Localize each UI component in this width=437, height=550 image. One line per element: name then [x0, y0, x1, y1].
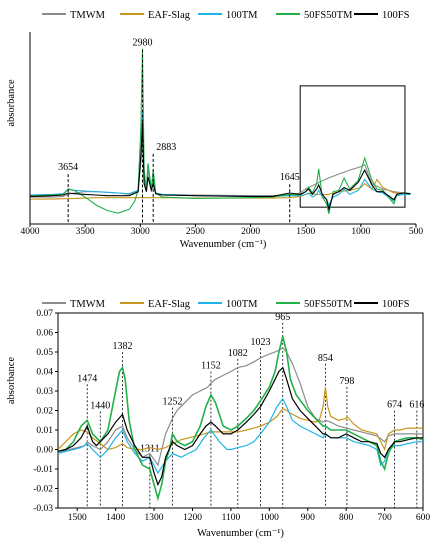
y-tick-label-0-00: 0.00: [36, 446, 53, 456]
legend-label-50fs50tm: 50FS50TM: [304, 10, 353, 21]
x-tick-label-1200: 1200: [183, 513, 202, 523]
peak-label-674: 674: [387, 400, 402, 411]
x-tick-label-1300: 1300: [145, 513, 164, 523]
x-tick-label-4000: 4000: [21, 227, 40, 237]
x-tick-label-700: 700: [377, 513, 392, 523]
x-axis-title: Wavenumber (cm⁻¹): [180, 239, 267, 250]
peak-label-1082: 1082: [228, 348, 248, 359]
x-tick-label-1100: 1100: [222, 513, 241, 523]
x-tick-label-500: 500: [409, 227, 424, 237]
y-tick-label-0-01: -0.01: [33, 465, 53, 475]
peak-label-965: 965: [275, 312, 290, 323]
peak-label-2980: 2980: [132, 37, 152, 48]
legend-label-eaf-slag: EAF-Slag: [148, 299, 191, 310]
y-tick-label-0-02: 0.02: [36, 407, 53, 417]
legend-label-100tm: 100TM: [226, 10, 258, 21]
legend-entry-eaf-slag: EAF-Slag: [120, 10, 191, 21]
series-line-eaf-slag: [58, 387, 423, 452]
x-tick-label-1000: 1000: [351, 227, 370, 237]
chart-zoomed-spectrum: TMWM EAF-Slag 100TM 50FS50TM 100FS 1474 1440 13…: [6, 299, 430, 539]
x-axis-title: Wavenumber (cm⁻¹): [197, 528, 284, 539]
legend-label-100tm: 100TM: [226, 299, 258, 310]
series-line-100tm: [30, 109, 411, 207]
y-tick-label-0-02: -0.02: [33, 485, 53, 495]
x-tick-label-1400: 1400: [106, 513, 125, 523]
legend-label-100fs: 100FS: [382, 299, 410, 310]
peak-label-3654: 3654: [58, 162, 78, 173]
x-tick-label-1000: 1000: [260, 513, 279, 523]
legend-entry-tmwm: TMWM: [42, 299, 106, 310]
peak-label-1474: 1474: [77, 373, 97, 384]
x-tick-label-600: 600: [416, 513, 431, 523]
series-line-eaf-slag: [30, 178, 411, 200]
peak-label-1252: 1252: [162, 397, 182, 408]
legend-label-50fs50tm: 50FS50TM: [304, 299, 353, 310]
y-axis-title: absorbance: [6, 79, 17, 127]
peak-label-616: 616: [409, 400, 424, 411]
x-tick-label-1500: 1500: [296, 227, 315, 237]
legend-entry-100fs: 100FS: [354, 10, 410, 21]
peak-label-1023: 1023: [250, 337, 270, 348]
peak-label-1311: 1311: [140, 443, 160, 454]
y-tick-label-0-03: -0.03: [33, 504, 53, 514]
y-axis-title: absorbance: [6, 357, 17, 405]
x-tick-label-800: 800: [339, 513, 354, 523]
legend-entry-50fs50tm: 50FS50TM: [276, 299, 353, 310]
peak-label-1440: 1440: [90, 401, 110, 412]
peak-label-1645: 1645: [280, 172, 300, 183]
x-tick-label-900: 900: [301, 513, 316, 523]
legend-entry-100fs: 100FS: [354, 299, 410, 310]
series-line-tmwm: [58, 347, 423, 467]
x-tick-label-3500: 3500: [76, 227, 95, 237]
x-tick-label-2000: 2000: [241, 227, 260, 237]
y-tick-label-0-06: 0.06: [36, 329, 53, 339]
legend-label-eaf-slag: EAF-Slag: [148, 10, 191, 21]
legend-label-100fs: 100FS: [382, 10, 410, 21]
legend-entry-eaf-slag: EAF-Slag: [120, 299, 191, 310]
series-line-100fs: [58, 366, 423, 487]
x-tick-label-2500: 2500: [186, 227, 205, 237]
peak-label-1152: 1152: [201, 361, 221, 372]
legend-entry-100tm: 100TM: [198, 10, 258, 21]
peak-label-798: 798: [339, 376, 354, 387]
peak-label-2883: 2883: [156, 142, 176, 153]
peak-label-1382: 1382: [113, 341, 133, 352]
legend-entry-100tm: 100TM: [198, 299, 258, 310]
y-tick-label-0-04: 0.04: [36, 368, 53, 378]
series-line-50fs50tm: [30, 48, 411, 215]
y-tick-label-0-07: 0.07: [36, 309, 53, 319]
inset-region-box: [299, 85, 406, 208]
legend-label-tmwm: TMWM: [70, 299, 106, 310]
legend-entry-50fs50tm: 50FS50TM: [276, 10, 353, 21]
series-line-100tm: [58, 397, 423, 475]
peak-label-854: 854: [318, 353, 333, 364]
x-tick-label-1500: 1500: [68, 513, 87, 523]
y-tick-label-0-03: 0.03: [36, 387, 53, 397]
legend-entry-tmwm: TMWM: [42, 10, 106, 21]
series-line-100fs: [30, 122, 411, 212]
x-tick-label-3000: 3000: [131, 227, 150, 237]
y-tick-label-0-05: 0.05: [36, 348, 53, 358]
chart-full-spectrum: TMWM EAF-Slag 100TM 50FS50TM 100FS 3654 2980 28…: [6, 10, 423, 250]
series-line-50fs50tm: [58, 336, 423, 502]
y-tick-label-0-01: 0.01: [36, 426, 53, 436]
legend-label-tmwm: TMWM: [70, 10, 106, 21]
